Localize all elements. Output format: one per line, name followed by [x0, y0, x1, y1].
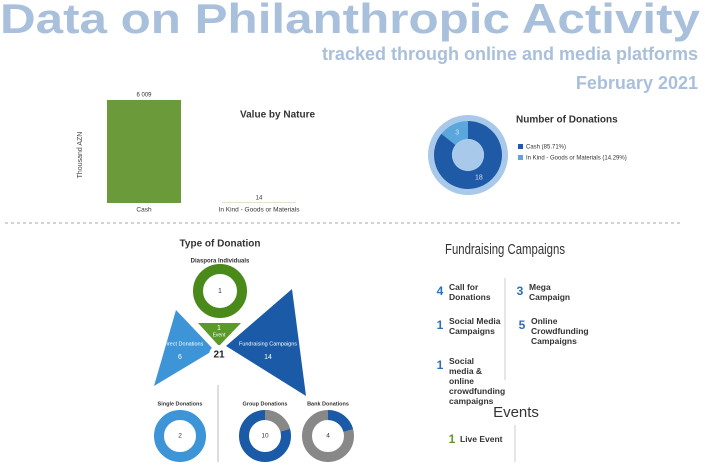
donut-segment — [434, 121, 502, 189]
total-circle — [209, 345, 229, 365]
group-label: Group Donations — [243, 401, 288, 407]
group-donut — [154, 410, 206, 462]
group-value: 2 — [178, 433, 182, 440]
node-shape — [198, 323, 241, 346]
campaign-count: 1 — [437, 318, 444, 332]
data-label: 6 009 — [136, 93, 152, 99]
legend-label: In Kind - Goods or Materials (14.29%) — [526, 156, 627, 162]
date: February 2021 — [576, 73, 698, 93]
section-title: Type of Donation — [180, 239, 261, 250]
node-circle — [193, 264, 247, 318]
section-title: Events — [493, 404, 539, 421]
campaign-count: 1 — [437, 358, 444, 372]
event-count: 1 — [449, 432, 456, 446]
group-label: Bank Donations — [307, 401, 349, 407]
data-label: 18 — [475, 174, 483, 181]
axis-label: Thousand AZN — [77, 132, 84, 179]
x-tick-label: In Kind - Goods or Materials — [219, 207, 301, 214]
node-value: 6 — [178, 354, 182, 361]
data-label: 14 — [256, 195, 263, 201]
chart-title: Number of Donations — [516, 115, 618, 126]
node-label: Event — [213, 332, 226, 338]
node-shape — [154, 310, 214, 386]
x-tick-label: Cash — [136, 207, 152, 214]
node-label: Direct Donations — [163, 341, 204, 347]
campaign-label: Mega Campaign — [529, 282, 571, 302]
node-value: 1 — [217, 325, 221, 332]
group-label: Single Donations — [158, 401, 203, 407]
campaign-label: Online Crowdfunding Campaigns — [531, 316, 589, 346]
donut-center — [452, 139, 484, 171]
campaign-label: Social Media Campaigns — [449, 316, 501, 336]
group-value: 10 — [261, 433, 269, 440]
legend-swatch — [518, 155, 523, 160]
campaign-count: 3 — [517, 284, 524, 298]
group-donut-part — [327, 410, 354, 433]
campaign-label: Social media & online crowdfunding campa… — [449, 356, 506, 406]
chart-title: Value by Nature — [240, 110, 315, 121]
node-label: Fundraising Campaigns — [239, 341, 297, 347]
node-value: 1 — [218, 288, 222, 295]
legend-swatch — [518, 144, 523, 149]
total-value: 21 — [213, 350, 225, 361]
donut-segment — [441, 121, 469, 146]
node-value: 14 — [264, 354, 272, 361]
campaign-count: 4 — [437, 284, 444, 298]
page-title: Data on Philanthropic Activity — [0, 0, 701, 42]
campaign-count: 5 — [519, 318, 526, 332]
group-donut-part — [264, 410, 291, 433]
subtitle: tracked through online and media platfor… — [322, 44, 698, 64]
node-label: Diaspora Individuals — [191, 259, 250, 265]
group-value: 4 — [326, 433, 330, 440]
bar — [107, 100, 181, 203]
section-title: Fundraising Campaigns — [445, 241, 565, 258]
event-label: Live Event — [460, 434, 503, 444]
node-shape — [226, 289, 306, 396]
legend-label: Cash (85.71%) — [526, 145, 566, 151]
campaign-label: Call for Donations — [449, 282, 491, 302]
data-label: 3 — [455, 129, 459, 136]
